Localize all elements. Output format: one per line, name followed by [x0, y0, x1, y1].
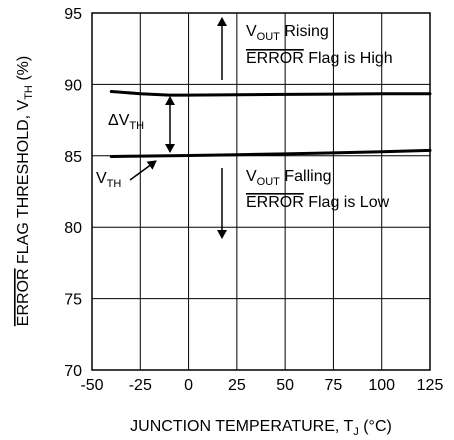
arrow-vth-pointer [129, 160, 157, 181]
tick-labels: -50 -25 0 25 50 75 100 125 70 75 80 85 90 95 [64, 6, 443, 394]
annotation-vout-falling: VOUT Falling [246, 168, 331, 188]
plot-frame [91, 12, 431, 371]
y-tick-label: 75 [64, 292, 82, 309]
x-tick-label: 125 [417, 377, 444, 394]
y-tick-label: 90 [64, 77, 82, 94]
x-tick-label: 25 [228, 377, 246, 394]
y-tick-label: 80 [64, 220, 82, 237]
y-axis-title: ERROR FLAG THRESHOLD, VTH (%) [15, 56, 35, 326]
y-tick-label: 70 [64, 363, 82, 380]
x-tick-label: 75 [325, 377, 343, 394]
y-tick-label: 95 [64, 6, 82, 23]
annotation-flag-low: ERROR Flag is Low [246, 194, 390, 211]
series-line-rising-threshold [109, 90, 432, 97]
series-layer [109, 90, 432, 158]
annotation-vout-rising: VOUT Rising [246, 23, 329, 43]
x-tick-label: -25 [129, 377, 152, 394]
annotation-vth: VTH [96, 170, 121, 190]
y-tick-label: 85 [64, 149, 82, 166]
series-line-falling-threshold [109, 148, 432, 158]
x-tick-label: 50 [276, 377, 294, 394]
annotation-flag-high: ERROR Flag is High [246, 50, 393, 67]
x-axis-title: JUNCTION TEMPERATURE, TJ (°C) [130, 418, 392, 438]
annotation-delta-vth: ΔVTH [108, 112, 144, 132]
x-tick-label: 0 [184, 377, 193, 394]
x-tick-label: -50 [80, 377, 103, 394]
x-tick-label: 100 [368, 377, 395, 394]
